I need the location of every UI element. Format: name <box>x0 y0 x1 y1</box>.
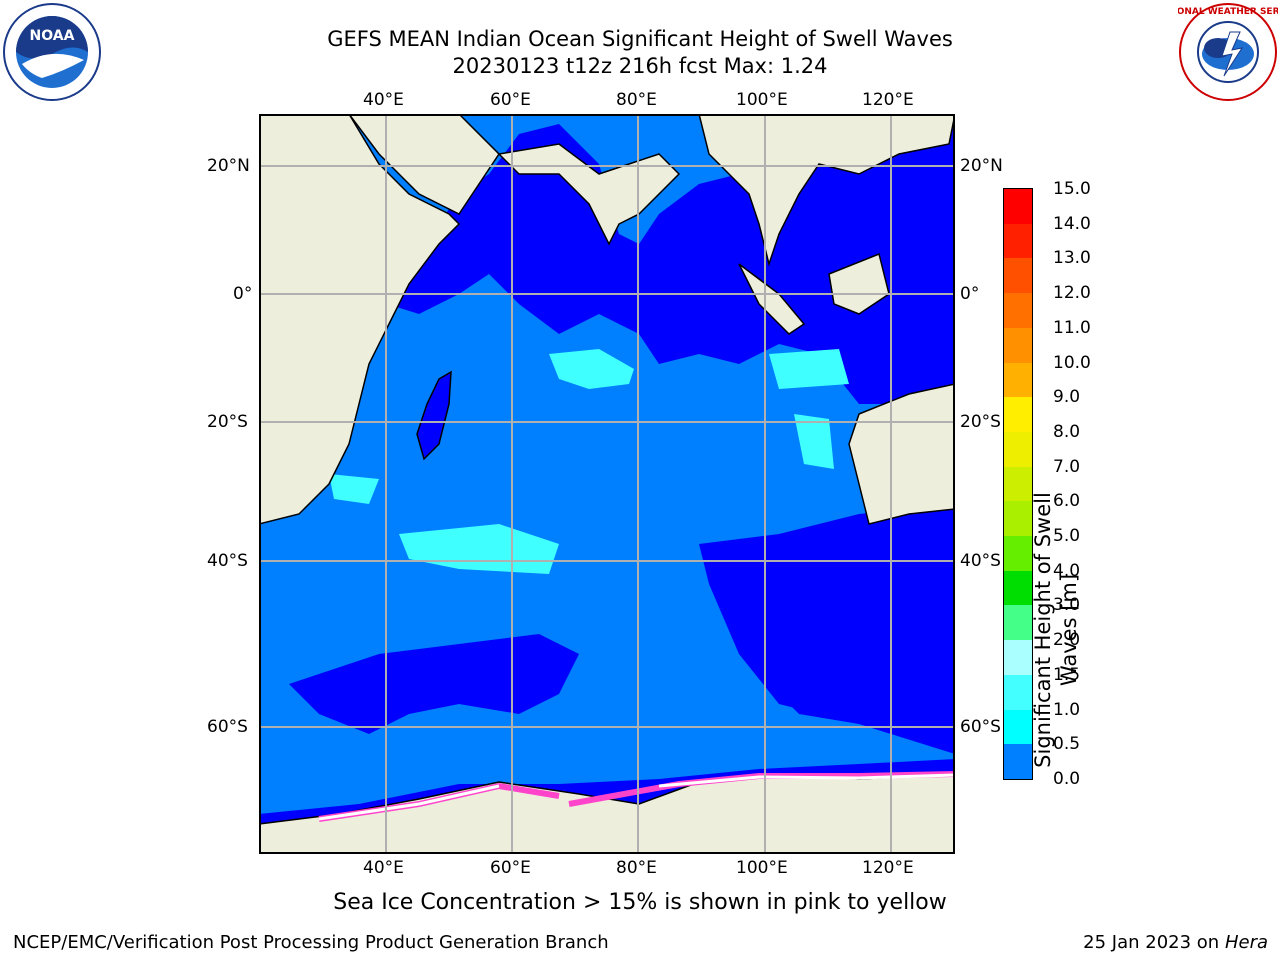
colorbar-swatch <box>1004 536 1032 571</box>
colorbar-swatch <box>1004 223 1032 259</box>
colorbar-swatch <box>1004 258 1032 294</box>
land-madagascar <box>416 370 452 461</box>
lon-tick-top: 40°E <box>363 90 404 110</box>
chart-title: GEFS MEAN Indian Ocean Significant Heigh… <box>327 27 953 51</box>
colorbar-swatch <box>1004 189 1032 224</box>
lon-tick-bottom: 100°E <box>736 858 788 878</box>
colorbar-swatch <box>1004 327 1032 363</box>
noaa-logo-text: NOAA <box>30 28 75 44</box>
ocean-south-patch <box>289 634 579 734</box>
colorbar-tick-label: 15.0 <box>1053 179 1091 199</box>
lat-tick-left: 20°N <box>207 156 250 176</box>
noaa-logo: NOAA <box>2 2 102 102</box>
map-frame <box>259 114 955 854</box>
footer-date: 25 Jan 2023 on <box>1083 932 1225 953</box>
lat-tick-left: 20°S <box>207 412 248 432</box>
colorbar-tick-label: 7.0 <box>1053 456 1081 477</box>
footer-right: 25 Jan 2023 on Hera <box>1083 932 1268 953</box>
colorbar-swatch <box>1004 605 1032 641</box>
land-india <box>497 143 681 246</box>
lon-tick-bottom: 60°E <box>490 858 531 878</box>
lon-tick-bottom: 80°E <box>616 858 657 878</box>
lat-tick-right: 60°S <box>960 717 1001 737</box>
lat-tick-right: 0° <box>960 284 980 304</box>
nws-logo: NATIONAL WEATHER SERVICE <box>1153 2 1280 102</box>
map-svg <box>258 113 956 855</box>
lat-tick-left: 60°S <box>207 717 248 737</box>
colorbar <box>1003 188 1033 780</box>
colorbar-axis-label: Significant Height of Swell Waves [m] <box>1031 492 1081 768</box>
colorbar-swatch <box>1004 744 1032 779</box>
colorbar-tick-label: 8.0 <box>1053 421 1081 442</box>
lat-tick-left: 40°S <box>207 551 248 571</box>
land-sumatra <box>738 263 806 335</box>
lon-tick-top: 120°E <box>862 90 914 110</box>
colorbar-tick-label: 5.0 <box>1053 526 1081 547</box>
lon-tick-bottom: 40°E <box>363 858 404 878</box>
colorbar-swatch <box>1004 431 1032 467</box>
colorbar-tick-label: 4.0 <box>1053 560 1081 581</box>
colorbar-tick-label: 12.0 <box>1053 283 1091 304</box>
footer-host: Hera <box>1224 932 1268 953</box>
colorbar-tick-label: 11.0 <box>1053 317 1091 338</box>
colorbar-swatch <box>1004 501 1032 537</box>
lon-tick-bottom: 120°E <box>862 858 914 878</box>
colorbar-tick-label: 0.5 <box>1053 734 1081 755</box>
colorbar-tick-label: 9.0 <box>1053 387 1081 408</box>
lat-tick-right: 40°S <box>960 551 1001 571</box>
lon-tick-top: 80°E <box>616 90 657 110</box>
land-australia <box>848 383 956 525</box>
map-panel <box>258 113 956 855</box>
map-gridlines <box>259 114 955 854</box>
land-borneo <box>828 252 890 315</box>
colorbar-swatch <box>1004 570 1032 606</box>
colorbar-swatch <box>1004 397 1032 432</box>
swell-patch-1 <box>549 349 634 389</box>
lat-tick-right: 20°N <box>960 156 1003 176</box>
colorbar-swatch <box>1004 293 1032 328</box>
colorbar-tick-label: 3.0 <box>1053 595 1081 616</box>
sea-ice-note: Sea Ice Concentration > 15% is shown in … <box>333 890 947 915</box>
colorbar-tick-label: 1.5 <box>1053 664 1081 685</box>
colorbar-swatch <box>1004 466 1032 502</box>
colorbar-tick-label: 13.0 <box>1053 248 1091 269</box>
lon-tick-top: 60°E <box>490 90 531 110</box>
lat-tick-right: 20°S <box>960 412 1001 432</box>
colorbar-swatch <box>1004 674 1032 710</box>
ocean-north <box>387 114 955 404</box>
colorbar-tick-label: 0.0 <box>1053 769 1081 789</box>
colorbar-tick-label: 14.0 <box>1053 213 1091 234</box>
nws-logo-text: NATIONAL WEATHER SERVICE <box>1178 7 1278 17</box>
lon-tick-top: 100°E <box>736 90 788 110</box>
lat-tick-left: 0° <box>233 284 253 304</box>
colorbar-tick-label: 6.0 <box>1053 491 1081 512</box>
chart-subtitle: 20230123 t12z 216h fcst Max: 1.24 <box>452 54 828 78</box>
colorbar-tick-label: 10.0 <box>1053 352 1091 373</box>
colorbar-tick-label: 1.0 <box>1053 699 1081 720</box>
colorbar-swatch <box>1004 640 1032 675</box>
colorbar-swatch <box>1004 709 1032 745</box>
colorbar-swatch <box>1004 362 1032 398</box>
colorbar-tick-label: 2.0 <box>1053 630 1081 651</box>
colorbar-swatches <box>1004 189 1032 779</box>
footer-left: NCEP/EMC/Verification Post Processing Pr… <box>13 932 609 953</box>
